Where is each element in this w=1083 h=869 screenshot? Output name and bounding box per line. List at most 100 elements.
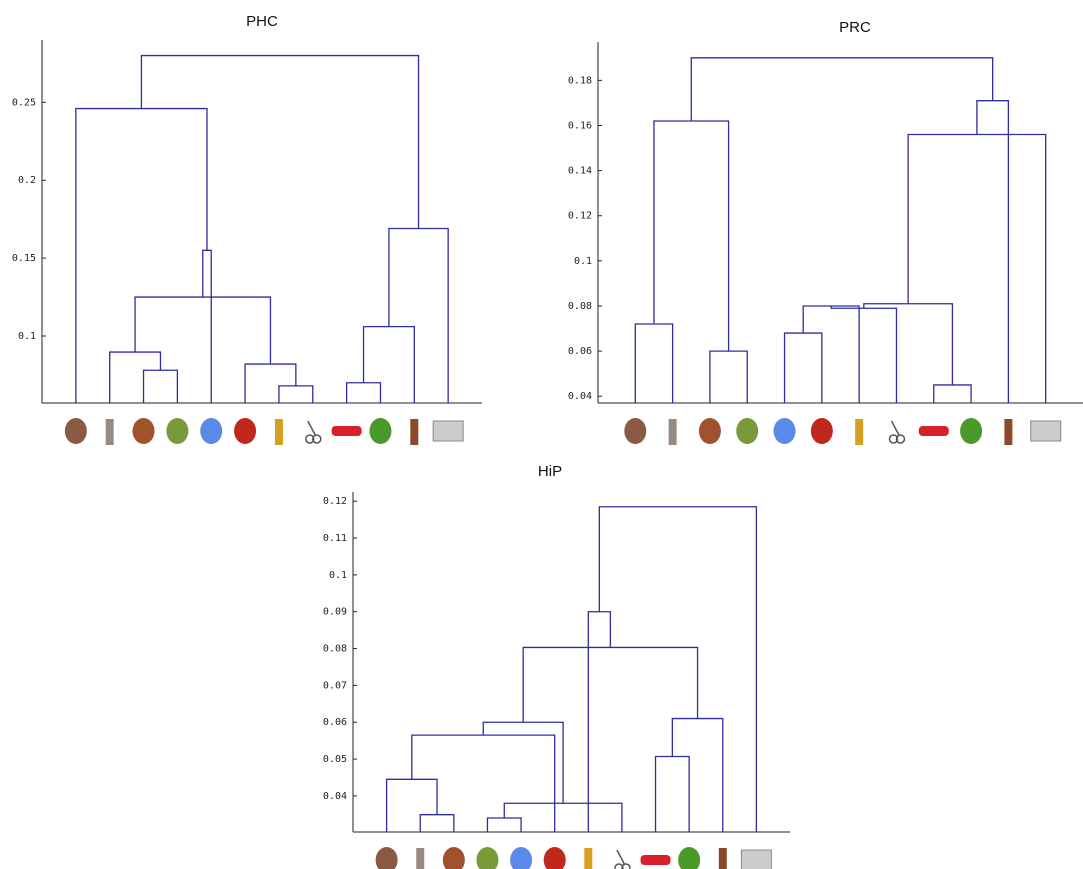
dendrogram-link [411, 734, 556, 832]
leaf-icon [510, 847, 533, 869]
leaf-icon [331, 426, 362, 436]
leaf-icon [166, 418, 189, 444]
y-tick-label: 0.06 [323, 717, 347, 728]
dendrogram-link [75, 107, 208, 403]
dendrogram-link [522, 646, 699, 723]
dendrogram-link [634, 323, 674, 403]
leaf-icon [307, 420, 317, 437]
dendrogram-link [976, 100, 1010, 403]
y-tick-label: 0.04 [323, 791, 347, 802]
dendrogram-link [134, 296, 272, 365]
dendrogram-link [142, 369, 179, 403]
y-tick-label: 0.18 [568, 75, 592, 86]
dendrogram-link [933, 384, 972, 403]
y-tick-label: 0.25 [12, 97, 36, 108]
dendrogram-link [802, 305, 860, 403]
dendrogram-link [690, 57, 994, 121]
leaf-icon [105, 419, 114, 445]
leaf-icon [895, 434, 906, 444]
leaf-icon [773, 418, 796, 444]
dendrogram-link [202, 249, 212, 403]
y-tick-label: 0.08 [568, 301, 592, 312]
leaf-icon [614, 863, 624, 869]
leaf-icon [305, 434, 315, 444]
leaf-icon [1030, 420, 1062, 442]
leaf-icon [918, 426, 949, 436]
dendrogram-link [385, 778, 438, 832]
dendrogram-link [278, 385, 314, 403]
leaf-icon [432, 420, 464, 442]
leaf-icon [616, 849, 626, 866]
leaf-icon [64, 418, 87, 444]
leaf-icon [855, 419, 864, 445]
dendrogram-panel: HiP 0.04 0.05 0.06 0.07 0.08 0.09 0.1 0.11 0.12 [323, 463, 790, 869]
y-tick-label: 0.09 [323, 607, 347, 618]
dendrogram-link [654, 755, 690, 832]
y-tick-label: 0.12 [568, 211, 592, 222]
dendrogram-link [388, 227, 449, 403]
y-tick-label: 0.07 [323, 680, 347, 691]
dendrogram-link [907, 133, 1047, 403]
y-tick-label: 0.12 [323, 496, 347, 507]
y-tick-label: 0.1 [329, 570, 347, 581]
leaf-icon [274, 419, 283, 445]
dendrogram-link [587, 611, 612, 832]
dendrogram-link [709, 350, 748, 403]
dendrogram-link [863, 303, 954, 385]
leaf-icon [1004, 419, 1013, 445]
y-tick-label: 0.15 [12, 253, 36, 264]
leaf-icon [668, 419, 677, 445]
leaf-icon [442, 847, 465, 869]
leaf-icon [312, 434, 322, 444]
y-tick-label: 0.05 [323, 754, 347, 765]
chart-title: PRC [839, 19, 871, 36]
leaf-icon [624, 418, 647, 444]
leaf-icon [740, 849, 772, 869]
dendrogram-link [482, 721, 564, 804]
dendrogram-link [783, 332, 823, 403]
dendrogram-link [503, 802, 623, 832]
dendrogram-link [486, 817, 522, 832]
leaf-icon [369, 418, 392, 444]
dendrogram-link [598, 506, 758, 832]
leaf-icon [678, 847, 701, 869]
leaf-icon [621, 863, 631, 869]
leaf-icon [132, 418, 155, 444]
dendrogram-link [362, 326, 415, 403]
y-tick-label: 0.06 [568, 346, 592, 357]
leaf-icon [543, 847, 566, 869]
leaf-icon [698, 418, 721, 444]
dendrogram-link [345, 382, 382, 403]
leaf-icon [640, 855, 671, 865]
leaf-icon [718, 848, 727, 869]
dendrogram-link [830, 305, 898, 403]
leaf-icon [200, 418, 223, 444]
y-tick-label: 0.1 [574, 256, 592, 267]
dendrogram-panel: PRC 0.04 0.06 0.08 0.1 0.12 0.14 0.16 0.18 [568, 19, 1083, 445]
leaf-icon [736, 418, 759, 444]
y-tick-label: 0.1 [18, 331, 36, 342]
leaf-icon [890, 420, 901, 437]
leaf-icon [888, 434, 899, 444]
dendrogram-link [244, 363, 297, 403]
y-tick-label: 0.14 [568, 166, 592, 177]
y-tick-label: 0.11 [323, 533, 347, 544]
y-tick-label: 0.16 [568, 120, 592, 131]
dendrogram-panel: PHC 0.1 0.15 0.2 0.25 [12, 13, 482, 445]
chart-title: HiP [538, 463, 562, 480]
dendrogram-link [653, 120, 730, 352]
leaf-icon [810, 418, 833, 444]
leaf-icon [416, 848, 425, 869]
dendrogram-link [671, 717, 724, 832]
y-tick-label: 0.08 [323, 644, 347, 655]
leaf-icon [410, 419, 419, 445]
dendrogram-link [109, 351, 162, 403]
dendrogram-link [419, 814, 455, 832]
dendrogram-link [140, 54, 420, 229]
chart-title: PHC [246, 13, 278, 30]
leaf-icon [476, 847, 499, 869]
leaf-icon [584, 848, 593, 869]
leaf-icon [234, 418, 257, 444]
